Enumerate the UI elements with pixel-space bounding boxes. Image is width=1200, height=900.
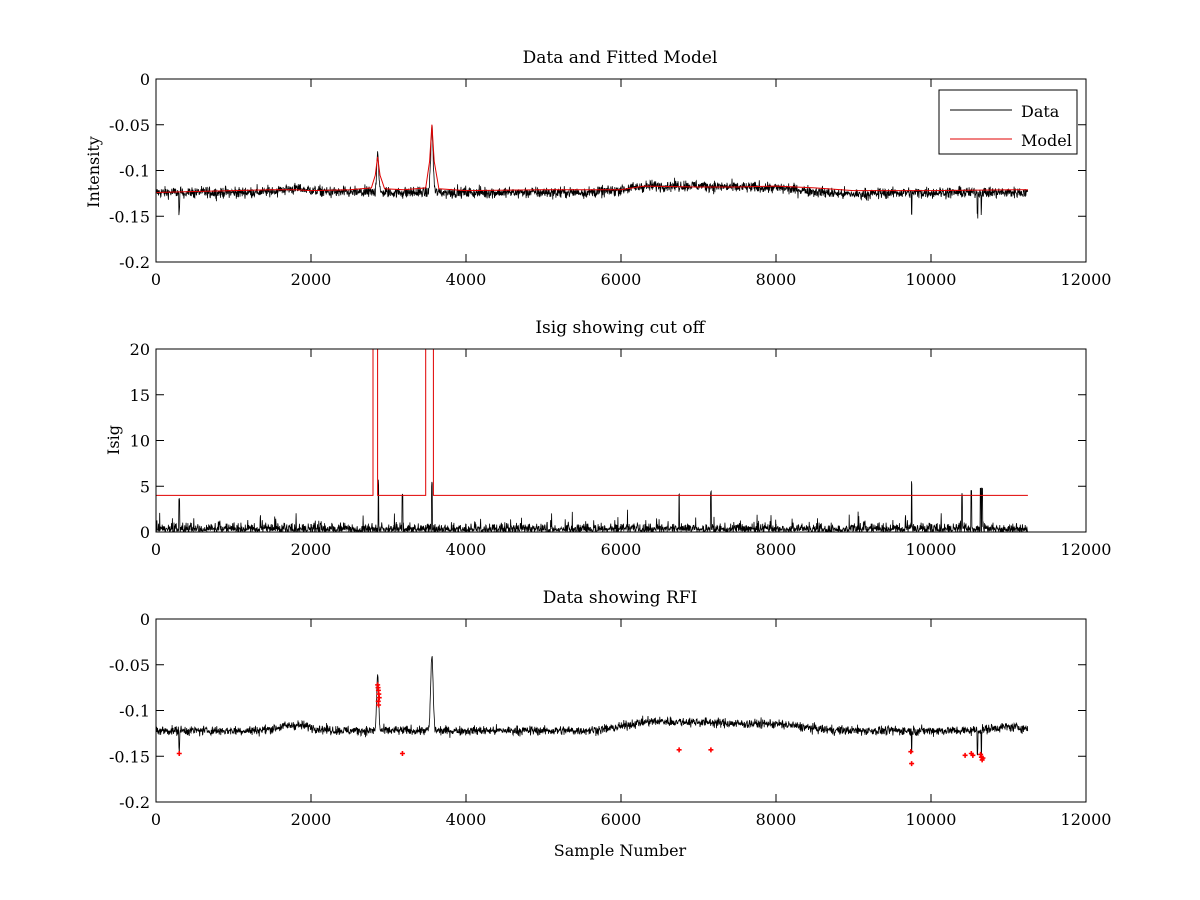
top-ylabel: Intensity [84,136,103,208]
bot-rfi-point [376,695,382,701]
top-xtick-label: 4000 [446,270,487,289]
top-ytick-label: -0.1 [119,162,150,181]
legend-model-label: Model [1021,131,1072,150]
bot-rfi-point [908,749,914,755]
bot-xtick-label: 12000 [1061,810,1112,829]
bot-plot-area [156,656,1029,767]
mid-xtick-label: 10000 [906,540,957,559]
bot-xtick-label: 4000 [446,810,487,829]
top-ytick-label: -0.15 [109,207,150,226]
top-ytick-label: -0.05 [109,116,150,135]
legend-data-label: Data [1021,102,1060,121]
top-xtick-label: 6000 [601,270,642,289]
bot-rfi-point [962,752,968,758]
mid-plot-area [156,349,1029,532]
bot-rfi-point [399,751,405,757]
bot-rfi-point [970,752,976,758]
bot-axes-box [155,618,1087,803]
mid-xtick-label: 0 [151,540,161,559]
top-xtick-label: 2000 [291,270,332,289]
mid-ytick-label: 10 [130,432,150,451]
bot-rfi-point [708,747,714,753]
top-series-model [156,124,1028,193]
panel-mid: Isig showing cut off Isig 0 2000 4000 6000 8… [104,318,1111,559]
mid-xtick-label: 6000 [601,540,642,559]
bot-xtick-label: 2000 [291,810,332,829]
mid-ylabel: Isig [104,425,123,455]
bot-rfi-point [980,755,986,761]
top-xtick-label: 8000 [756,270,797,289]
mid-ytick-label: 20 [130,340,150,359]
mid-ytick-label: 5 [140,477,150,496]
mid-series-cut-off [156,349,1028,496]
mid-xtick-label: 2000 [291,540,332,559]
mid-ytick-label: 15 [130,386,150,405]
mid-xtick-label: 8000 [756,540,797,559]
top-ticks: 0 2000 4000 6000 8000 10000 12000 -0.2 -0.15 -0.1… [109,70,1111,289]
bot-xtick-label: 10000 [906,810,957,829]
mid-title: Isig showing cut off [535,318,706,338]
legend-box [938,89,1078,155]
top-xtick-label: 10000 [906,270,957,289]
mid-series-isig [156,479,1029,532]
bot-xlabel: Sample Number [554,841,687,860]
top-title: Data and Fitted Model [523,48,718,68]
top-xtick-label: 0 [151,270,161,289]
bot-rfi-point [176,751,182,757]
mid-xtick-label: 4000 [446,540,487,559]
bot-xtick-label: 8000 [756,810,797,829]
mid-axes-box [155,348,1087,533]
top-ytick-label: 0 [140,70,150,89]
top-ytick-label: -0.2 [119,253,150,272]
bot-rfi-point [676,747,682,753]
top-legend: Data Model [938,89,1078,155]
bot-rfi-point [376,702,382,708]
mid-ytick-label: 0 [140,523,150,542]
bot-title: Data showing RFI [543,588,698,608]
top-xtick-label: 12000 [1061,270,1112,289]
top-plot-area [156,124,1029,219]
mid-ticks: 0 2000 4000 6000 8000 10000 12000 0 5 10 15 20 [130,340,1112,559]
bot-ticks: 0 2000 4000 6000 8000 10000 12000 -0.2 -0.15 -0.1… [109,610,1111,829]
panel-top: Data and Fitted Model Intensity 0 2000 400… [84,48,1111,289]
bot-ytick-label: -0.05 [109,656,150,675]
bot-rfi-point [909,761,915,767]
bot-xtick-label: 0 [151,810,161,829]
bot-series-data [156,656,1029,760]
bot-ytick-label: 0 [140,610,150,629]
bot-ytick-label: -0.15 [109,747,150,766]
panel-bot: Data showing RFI 0 2000 4000 6000 8000 10000 1… [109,588,1111,860]
bot-ytick-label: -0.1 [119,702,150,721]
bot-xtick-label: 6000 [601,810,642,829]
mid-xtick-label: 12000 [1061,540,1112,559]
top-series-data [156,125,1029,219]
bot-ytick-label: -0.2 [119,793,150,812]
